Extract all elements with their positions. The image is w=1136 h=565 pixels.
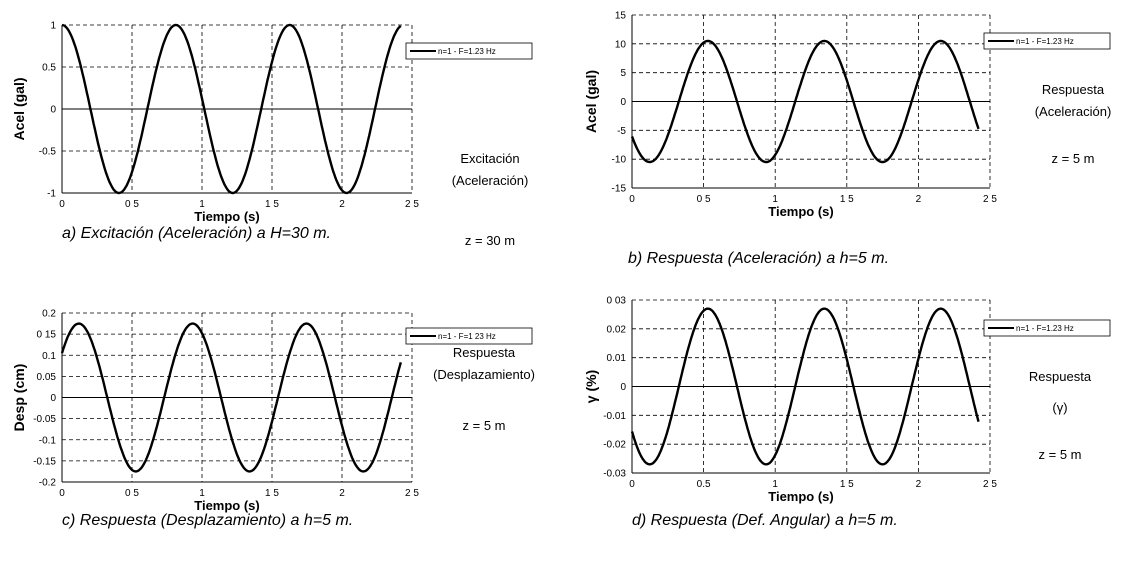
legend: n=1 - F=1.23 Hz bbox=[983, 319, 1111, 337]
chart-caption: c) Respuesta (Desplazamiento) a h=5 m. bbox=[62, 512, 353, 529]
chart-caption: b) Respuesta (Aceleración) a h=5 m. bbox=[628, 250, 889, 267]
x-axis-label: Tiempo (s) bbox=[194, 498, 260, 513]
x-tick-label: 0 5 bbox=[125, 488, 139, 499]
side-annotation: (Aceleración) bbox=[452, 173, 529, 188]
legend-label: n=1 - F=1.23 Hz bbox=[438, 47, 496, 56]
x-tick-label: 0 bbox=[59, 488, 65, 499]
legend-box bbox=[983, 319, 1111, 337]
y-tick-label: -0.03 bbox=[603, 469, 626, 480]
y-tick-label: -0.05 bbox=[33, 414, 56, 425]
y-tick-label: 0 03 bbox=[607, 296, 627, 307]
y-tick-label: 0.05 bbox=[37, 372, 57, 383]
chart-caption: d) Respuesta (Def. Angular) a h=5 m. bbox=[632, 512, 898, 529]
legend-label: n=1 - F=1.23 Hz bbox=[1016, 324, 1074, 333]
x-tick-label: 2 5 bbox=[983, 194, 997, 205]
y-tick-label: 0.02 bbox=[607, 324, 627, 335]
side-annotation: Respuesta bbox=[1029, 369, 1092, 384]
x-tick-label: 2 5 bbox=[405, 488, 419, 499]
x-tick-label: 2 bbox=[339, 488, 345, 499]
y-tick-label: 10 bbox=[615, 39, 627, 50]
x-tick-label: 1 5 bbox=[840, 479, 854, 490]
legend-box bbox=[405, 42, 533, 60]
y-tick-label: -0.2 bbox=[39, 478, 57, 489]
series-line bbox=[630, 39, 980, 164]
y-tick-label: 0 bbox=[620, 97, 626, 108]
x-tick-label: 0 bbox=[629, 479, 635, 490]
y-tick-label: 15 bbox=[615, 11, 627, 22]
y-axis-label: Acel (gal) bbox=[11, 77, 27, 140]
x-tick-label: 2 5 bbox=[405, 199, 419, 210]
y-axis-label: Acel (gal) bbox=[583, 70, 599, 133]
side-annotation: Respuesta bbox=[1042, 82, 1105, 97]
side-annotation: (Desplazamiento) bbox=[433, 367, 535, 382]
side-annotation: (γ) bbox=[1052, 400, 1067, 415]
series-line bbox=[61, 23, 402, 195]
y-tick-label: 5 bbox=[620, 68, 626, 79]
x-tick-label: 2 bbox=[916, 194, 922, 205]
x-tick-label: 0 5 bbox=[125, 199, 139, 210]
side-annotation: z = 5 m bbox=[1052, 151, 1095, 166]
x-axis-label: Tiempo (s) bbox=[768, 489, 834, 504]
x-tick-label: 1 bbox=[199, 199, 205, 210]
x-tick-label: 1 5 bbox=[265, 199, 279, 210]
y-tick-label: 0.01 bbox=[607, 353, 627, 364]
y-tick-label: -1 bbox=[47, 189, 56, 200]
x-tick-label: 1 5 bbox=[840, 194, 854, 205]
x-tick-label: 0 bbox=[629, 194, 635, 205]
y-tick-label: -0.1 bbox=[39, 435, 57, 446]
side-annotation: z = 30 m bbox=[465, 233, 515, 248]
side-annotation: Respuesta bbox=[453, 345, 516, 360]
x-tick-label: 2 bbox=[916, 479, 922, 490]
y-tick-label: 0 bbox=[50, 393, 56, 404]
side-annotation: z = 5 m bbox=[463, 418, 506, 433]
x-tick-label: 1 bbox=[772, 194, 778, 205]
x-axis-label: Tiempo (s) bbox=[768, 204, 834, 219]
legend: n=1 - F=1 23 Hz bbox=[405, 327, 533, 345]
y-tick-label: 0.5 bbox=[42, 63, 56, 74]
x-tick-label: 1 bbox=[772, 479, 778, 490]
side-annotation: Excitación bbox=[460, 151, 519, 166]
y-tick-label: -10 bbox=[612, 155, 627, 166]
legend-box bbox=[405, 327, 533, 345]
y-tick-label: 0.1 bbox=[42, 351, 56, 362]
series-line bbox=[60, 322, 402, 473]
x-tick-label: 2 bbox=[339, 199, 345, 210]
x-tick-label: 2 5 bbox=[983, 479, 997, 490]
x-axis-label: Tiempo (s) bbox=[194, 209, 260, 224]
chart-caption: a) Excitación (Aceleración) a H=30 m. bbox=[62, 225, 331, 242]
y-tick-label: 1 bbox=[50, 21, 56, 32]
legend-label: n=1 - F=1.23 Hz bbox=[1016, 37, 1074, 46]
x-tick-label: 1 5 bbox=[265, 488, 279, 499]
y-tick-label: -0.15 bbox=[33, 456, 56, 467]
y-axis-label: Desp (cm) bbox=[11, 364, 27, 432]
y-tick-label: -0.5 bbox=[39, 147, 57, 158]
y-tick-label: -0.01 bbox=[603, 411, 626, 422]
y-axis-label: γ (%) bbox=[583, 370, 599, 403]
legend-box bbox=[983, 32, 1111, 50]
series-line bbox=[630, 307, 980, 466]
x-tick-label: 0.5 bbox=[697, 479, 711, 490]
y-tick-label: 0 bbox=[50, 105, 56, 116]
side-annotation: z = 5 m bbox=[1039, 447, 1082, 462]
legend: n=1 - F=1.23 Hz bbox=[405, 42, 533, 60]
x-tick-label: 0 bbox=[59, 199, 65, 210]
y-tick-label: 0 bbox=[620, 382, 626, 393]
y-tick-label: -5 bbox=[617, 126, 626, 137]
y-tick-label: -15 bbox=[612, 184, 627, 195]
x-tick-label: 1 bbox=[199, 488, 205, 499]
legend: n=1 - F=1.23 Hz bbox=[983, 32, 1111, 50]
x-tick-label: 0 5 bbox=[697, 194, 711, 205]
y-tick-label: 0 15 bbox=[37, 330, 57, 341]
side-annotation: (Aceleración) bbox=[1035, 104, 1112, 119]
y-tick-label: 0.2 bbox=[42, 309, 56, 320]
y-tick-label: -0.02 bbox=[603, 440, 626, 451]
legend-label: n=1 - F=1 23 Hz bbox=[438, 332, 496, 341]
